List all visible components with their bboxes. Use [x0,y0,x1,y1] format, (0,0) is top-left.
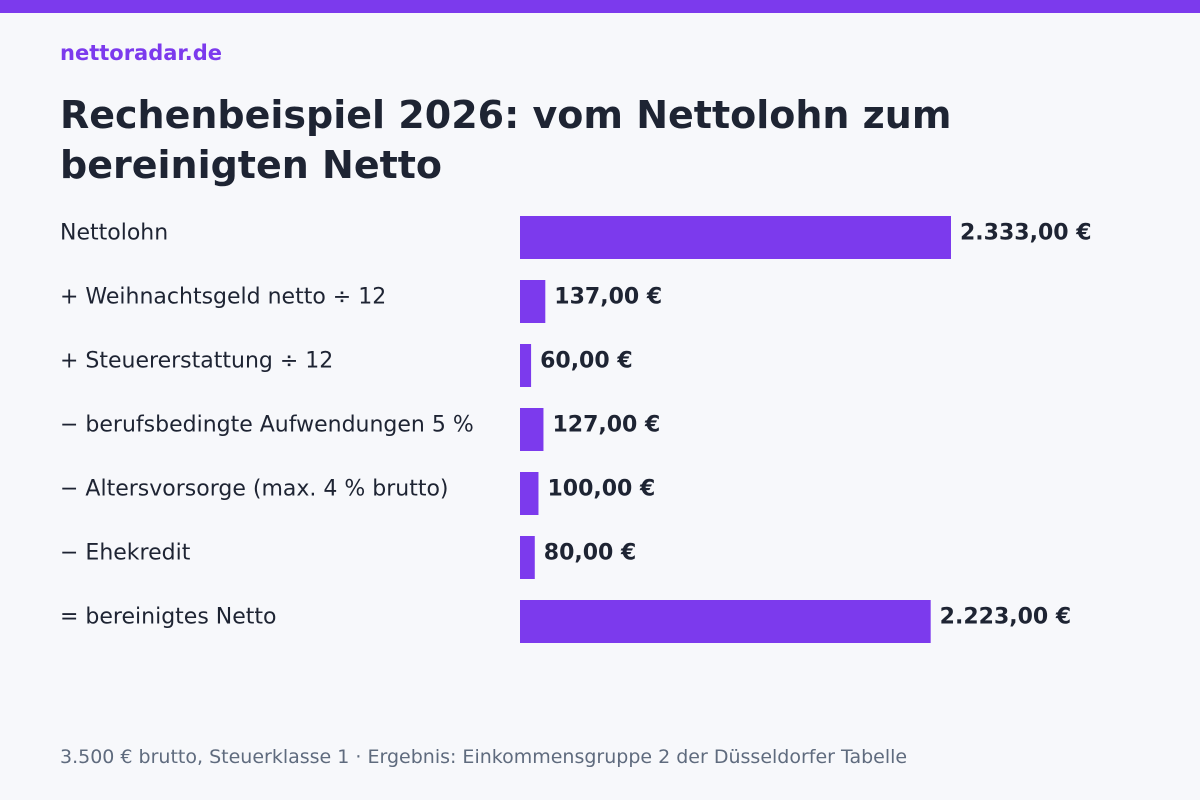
bar [520,600,931,643]
bar [520,280,546,323]
category-label: − berufsbedingte Aufwendungen 5 % [60,413,474,438]
brand-name[interactable]: nettoradar.de [60,41,223,65]
value-label: 2.333,00 € [960,221,1092,246]
bar [520,344,532,387]
value-label: 60,00 € [540,349,633,374]
value-label: 127,00 € [552,413,660,438]
value-label: 100,00 € [547,477,655,502]
page-title: Rechenbeispiel 2026: vom Nettolohn zum b… [60,93,952,187]
bar [520,216,951,259]
value-label: 80,00 € [544,541,637,566]
value-label: 137,00 € [554,285,662,310]
category-label: Nettolohn [60,221,168,246]
top-accent-bar [0,0,1200,13]
footnote: 3.500 € brutto, Steuerklasse 1 · Ergebni… [60,746,908,768]
bar [520,472,539,515]
category-label: + Steuererstattung ÷ 12 [60,349,333,374]
category-label: − Altersvorsorge (max. 4 % brutto) [60,477,449,502]
category-label: = bereinigtes Netto [60,605,276,630]
bar [520,408,544,451]
category-label: + Weihnachtsgeld netto ÷ 12 [60,285,386,310]
category-label: − Ehekredit [60,541,191,566]
bar [520,536,535,579]
value-label: 2.223,00 € [940,605,1072,630]
